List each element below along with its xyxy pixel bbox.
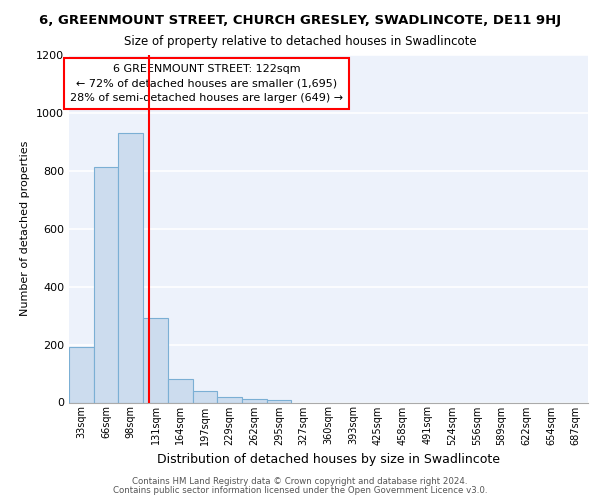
Bar [118, 134, 143, 402]
Bar [267, 400, 292, 402]
Text: Contains public sector information licensed under the Open Government Licence v3: Contains public sector information licen… [113, 486, 487, 495]
Text: Contains HM Land Registry data © Crown copyright and database right 2024.: Contains HM Land Registry data © Crown c… [132, 478, 468, 486]
Text: 6, GREENMOUNT STREET, CHURCH GRESLEY, SWADLINCOTE, DE11 9HJ: 6, GREENMOUNT STREET, CHURCH GRESLEY, SW… [39, 14, 561, 27]
Bar [94, 167, 118, 402]
Text: Size of property relative to detached houses in Swadlincote: Size of property relative to detached ho… [124, 35, 476, 48]
Y-axis label: Number of detached properties: Number of detached properties [20, 141, 31, 316]
Bar [217, 397, 242, 402]
X-axis label: Distribution of detached houses by size in Swadlincote: Distribution of detached houses by size … [157, 453, 500, 466]
Bar [69, 346, 94, 403]
Bar [193, 392, 217, 402]
Bar [168, 379, 193, 402]
Bar [143, 318, 168, 402]
Bar [242, 399, 267, 402]
Text: 6 GREENMOUNT STREET: 122sqm
← 72% of detached houses are smaller (1,695)
28% of : 6 GREENMOUNT STREET: 122sqm ← 72% of det… [70, 64, 343, 104]
